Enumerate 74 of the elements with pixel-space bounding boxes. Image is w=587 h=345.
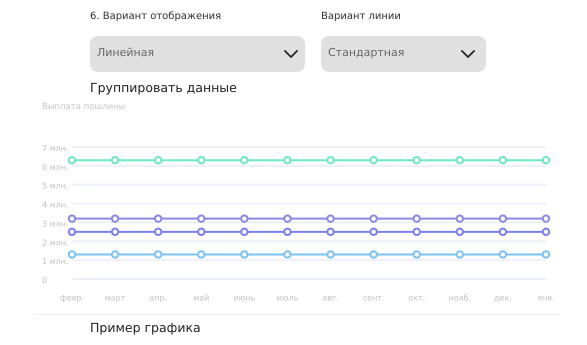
point (456, 214, 464, 223)
point (68, 214, 76, 223)
x-tick-label: нояб. (448, 294, 472, 303)
x-tick-label: сент. (362, 294, 385, 303)
point (498, 214, 508, 223)
point (110, 156, 120, 164)
x-tick-label: янв. (537, 294, 555, 303)
point (412, 156, 421, 164)
point (456, 250, 464, 259)
point (283, 214, 292, 223)
y-tick-label: 6 млн. (42, 162, 69, 172)
point (542, 250, 550, 259)
point (412, 250, 421, 259)
point (498, 250, 508, 259)
x-tick-label: авг. (322, 294, 339, 303)
y-tick-label: 0 (42, 276, 48, 285)
point (326, 250, 335, 259)
point (240, 250, 249, 259)
point (197, 228, 206, 236)
point (412, 228, 421, 236)
point (412, 214, 421, 223)
text: Вариант линии (321, 11, 401, 22)
point (197, 214, 206, 223)
point (283, 156, 292, 164)
text: Пример графика (90, 320, 201, 335)
point (369, 228, 378, 236)
point (456, 228, 464, 236)
point (240, 214, 249, 223)
point (197, 156, 206, 164)
y-tick-label: 5 млн. (42, 182, 69, 191)
point (542, 214, 550, 223)
point (326, 228, 335, 236)
text: Стандартная (328, 46, 404, 59)
point (498, 156, 508, 164)
point (68, 228, 76, 236)
point (369, 250, 378, 259)
point (456, 156, 464, 164)
point (283, 228, 292, 236)
point (154, 156, 162, 164)
x-tick-label: апр. (149, 294, 168, 303)
point (326, 214, 335, 223)
point (542, 156, 550, 164)
point (68, 156, 76, 164)
point (154, 250, 162, 259)
text: 6. Вариант отображения (90, 11, 222, 22)
text: Группировать данные (90, 80, 237, 95)
point (369, 214, 378, 223)
x-tick-label: март (104, 294, 126, 303)
point (110, 228, 120, 236)
point (498, 228, 508, 236)
point (110, 250, 120, 259)
y-tick-label: 3 млн. (42, 219, 69, 228)
point (369, 156, 378, 164)
point (197, 250, 206, 259)
x-tick-label: февр. (60, 294, 84, 303)
point (154, 228, 162, 236)
point (283, 250, 292, 259)
point (68, 250, 76, 259)
y-tick-label: 2 млн. (42, 238, 69, 248)
point (542, 228, 550, 236)
y-tick-label: 4 млн. (42, 200, 69, 210)
x-tick-label: июнь (233, 294, 256, 303)
y-tick-label: 1 млн. (42, 257, 69, 266)
text: Линейная (97, 46, 154, 59)
point (110, 214, 120, 223)
point (240, 156, 249, 164)
point (240, 228, 249, 236)
x-tick-label: дек. (494, 294, 512, 303)
x-tick-label: окт. (408, 294, 426, 303)
y-tick-label: 7 млн. (42, 144, 69, 153)
point (154, 214, 162, 223)
point (326, 156, 335, 164)
x-tick-label: май (193, 294, 210, 303)
x-tick-label: июль (276, 294, 299, 303)
